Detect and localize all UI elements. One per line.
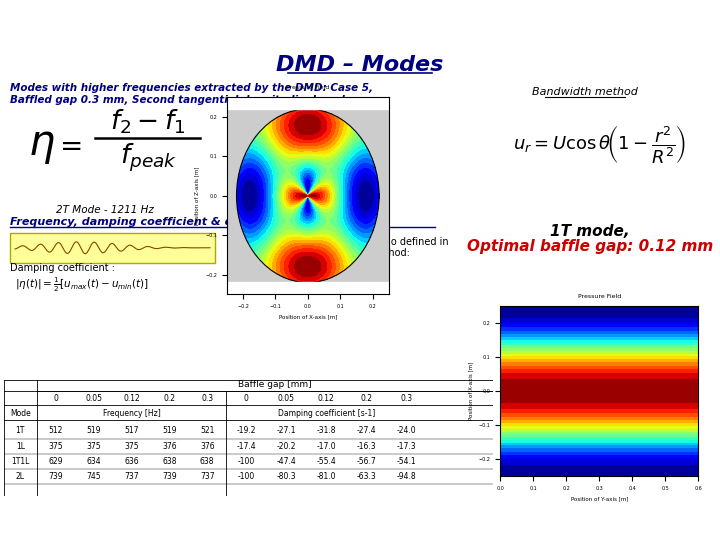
- Text: 0.3: 0.3: [201, 394, 213, 403]
- Text: 375: 375: [125, 442, 139, 451]
- Text: Turbomachinery & Aero-Acoustics Group: Turbomachinery & Aero-Acoustics Group: [192, 511, 528, 529]
- Title: Pressure Field: Pressure Field: [577, 294, 621, 299]
- X-axis label: Position of Y-axis [m]: Position of Y-axis [m]: [571, 497, 628, 502]
- Text: $\eta$: $\eta$: [29, 124, 55, 166]
- Text: 0.2: 0.2: [360, 394, 372, 403]
- Text: -63.3: -63.3: [356, 472, 377, 481]
- Text: 375: 375: [86, 442, 101, 451]
- Text: -17.3: -17.3: [397, 442, 416, 451]
- Text: -24.0: -24.0: [397, 427, 416, 435]
- Text: 376: 376: [162, 442, 176, 451]
- Text: -31.8: -31.8: [317, 427, 336, 435]
- Y-axis label: Position of Z-axis [m]: Position of Z-axis [m]: [194, 166, 199, 225]
- Text: 0: 0: [244, 394, 248, 403]
- Text: $\xi_1 = \dfrac{\ln|\lambda_r|}{N_{steps}\Delta t}$: $\xi_1 = \dfrac{\ln|\lambda_r|}{N_{steps…: [289, 261, 371, 295]
- Text: 634: 634: [86, 457, 101, 466]
- Text: -81.0: -81.0: [317, 472, 336, 481]
- Text: 1T mode,: 1T mode,: [550, 224, 630, 239]
- X-axis label: Position of X-axis [m]: Position of X-axis [m]: [279, 315, 337, 320]
- Text: Modes with higher frequencies extracted by the DMD: Case 5,: Modes with higher frequencies extracted …: [10, 83, 373, 93]
- Text: 519: 519: [86, 427, 101, 435]
- Text: Bandwidth method: Bandwidth method: [532, 87, 638, 97]
- Text: 375: 375: [48, 442, 63, 451]
- Text: 737: 737: [125, 472, 139, 481]
- Text: Mode: Mode: [10, 409, 31, 417]
- Text: Chalmers University of Technology: Chalmers University of Technology: [529, 15, 709, 25]
- Text: 0.2: 0.2: [163, 394, 176, 403]
- Text: 745: 745: [86, 472, 101, 481]
- Text: 0.05: 0.05: [85, 394, 102, 403]
- Text: Frequency, damping coefficient & damping factor ratio:: Frequency, damping coefficient & damping…: [10, 217, 359, 227]
- Text: 512: 512: [49, 427, 63, 435]
- Text: -16.3: -16.3: [356, 442, 376, 451]
- Text: 0.05: 0.05: [278, 394, 294, 403]
- Text: $f_{peak}$: $f_{peak}$: [120, 141, 176, 174]
- Text: the bandwidth method:: the bandwidth method:: [295, 248, 410, 258]
- Text: -20.2: -20.2: [276, 442, 296, 451]
- Text: -56.7: -56.7: [356, 457, 377, 466]
- Text: Optimal baffle gap: 0.12 mm: Optimal baffle gap: 0.12 mm: [467, 239, 713, 254]
- Text: -47.4: -47.4: [276, 457, 296, 466]
- Text: 0.3: 0.3: [400, 394, 413, 403]
- Text: -17.0: -17.0: [317, 442, 336, 451]
- Text: Baffled gap 0.3 mm, Second tangential, longitudinal modes: Baffled gap 0.3 mm, Second tangential, l…: [10, 95, 358, 105]
- Text: 638: 638: [200, 457, 215, 466]
- Text: 1L: 1L: [16, 442, 24, 451]
- Text: Damping coefficient :: Damping coefficient :: [10, 263, 115, 273]
- Text: -100: -100: [238, 472, 255, 481]
- Text: Damping factor ratio defined in: Damping factor ratio defined in: [295, 237, 449, 247]
- Text: 739: 739: [48, 472, 63, 481]
- Text: 1T: 1T: [16, 427, 25, 435]
- Text: -80.3: -80.3: [276, 472, 296, 481]
- Text: 521: 521: [200, 427, 215, 435]
- Text: 636: 636: [125, 457, 139, 466]
- Title: Pressure Field: Pressure Field: [286, 85, 330, 90]
- Y-axis label: Position of X-axis [m]: Position of X-axis [m]: [468, 362, 473, 421]
- Text: -94.8: -94.8: [397, 472, 416, 481]
- Text: $=$: $=$: [54, 131, 82, 159]
- Text: $f_2 - f_1$: $f_2 - f_1$: [110, 107, 186, 136]
- Text: 0: 0: [53, 394, 58, 403]
- Text: 737: 737: [200, 472, 215, 481]
- Text: Damping coefficient [s-1]: Damping coefficient [s-1]: [278, 409, 375, 417]
- Text: 2T Mode - 1211 Hz: 2T Mode - 1211 Hz: [56, 205, 154, 215]
- Text: $u_r = U\cos\theta\!\left(1 - \dfrac{r^2}{R^2}\right)$: $u_r = U\cos\theta\!\left(1 - \dfrac{r^2…: [513, 124, 687, 166]
- Text: CHALMERS: CHALMERS: [11, 11, 121, 29]
- Text: -54.1: -54.1: [397, 457, 416, 466]
- Text: Baffle gap [mm]: Baffle gap [mm]: [238, 380, 312, 389]
- Text: 519: 519: [162, 427, 176, 435]
- Text: -27.4: -27.4: [356, 427, 376, 435]
- FancyBboxPatch shape: [10, 233, 215, 263]
- Text: -100: -100: [238, 457, 255, 466]
- Text: 2L Mode - 737 Hz: 2L Mode - 737 Hz: [284, 205, 375, 215]
- Text: 0.12: 0.12: [318, 394, 335, 403]
- Text: 739: 739: [162, 472, 176, 481]
- Text: 638: 638: [162, 457, 176, 466]
- Text: 629: 629: [49, 457, 63, 466]
- Text: 0.12: 0.12: [123, 394, 140, 403]
- Text: -55.4: -55.4: [316, 457, 336, 466]
- Text: DMD – Modes: DMD – Modes: [276, 55, 444, 75]
- Text: -27.1: -27.1: [276, 427, 296, 435]
- Text: -17.4: -17.4: [236, 442, 256, 451]
- Text: 376: 376: [200, 442, 215, 451]
- Text: 1T1L: 1T1L: [11, 457, 30, 466]
- Text: $|\eta(t)| = \frac{1}{2}[u_{max}(t) - u_{min}(t)]$: $|\eta(t)| = \frac{1}{2}[u_{max}(t) - u_…: [15, 275, 149, 294]
- Text: -19.2: -19.2: [236, 427, 256, 435]
- Text: 517: 517: [125, 427, 139, 435]
- Text: 2L: 2L: [16, 472, 24, 481]
- Text: Frequency [Hz]: Frequency [Hz]: [103, 409, 161, 417]
